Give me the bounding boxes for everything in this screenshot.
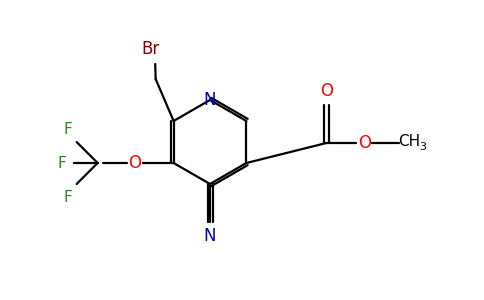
- Text: O: O: [128, 154, 141, 172]
- Text: N: N: [204, 91, 216, 109]
- Text: O: O: [320, 82, 333, 100]
- Text: N: N: [204, 227, 216, 245]
- Text: F: F: [63, 122, 72, 136]
- Text: F: F: [57, 155, 66, 170]
- Text: F: F: [63, 190, 72, 205]
- Text: O: O: [358, 134, 371, 152]
- Text: Br: Br: [141, 40, 159, 58]
- Text: 3: 3: [419, 142, 426, 152]
- Text: CH: CH: [398, 134, 421, 148]
